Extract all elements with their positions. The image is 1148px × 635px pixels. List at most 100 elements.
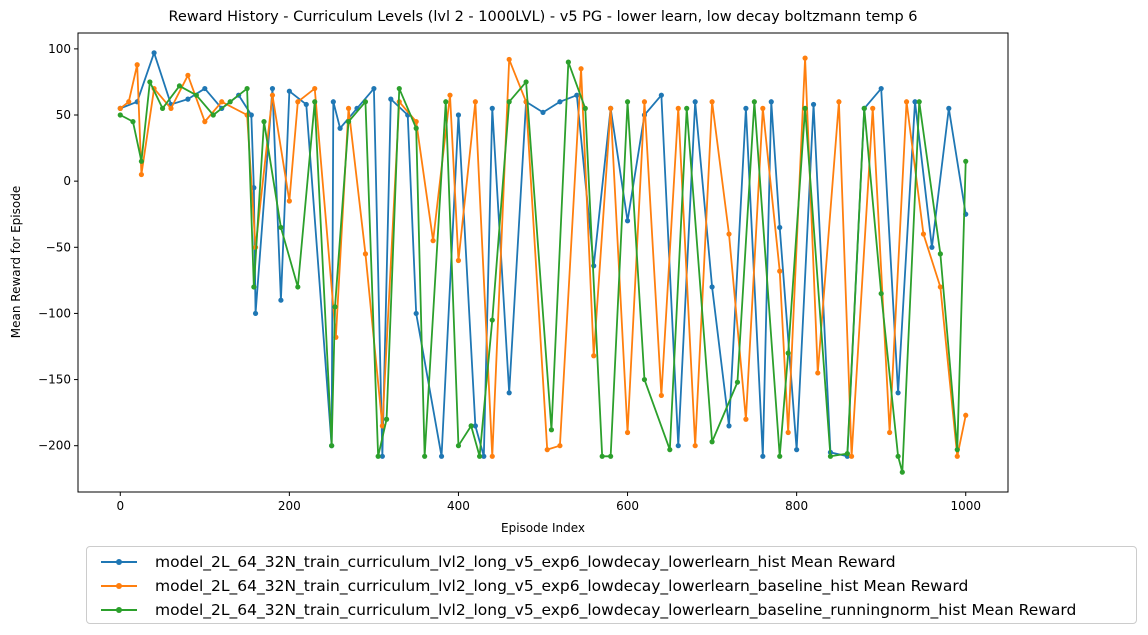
- legend-item: model_2L_64_32N_train_curriculum_lvl2_lo…: [87, 598, 1136, 622]
- data-point: [413, 125, 419, 131]
- data-point: [785, 350, 791, 356]
- plot-frame: [77, 32, 1009, 493]
- data-point: [396, 85, 402, 92]
- data-point: [912, 99, 918, 105]
- data-point: [810, 101, 817, 108]
- data-point: [726, 231, 732, 237]
- data-point: [802, 105, 808, 111]
- data-point: [844, 451, 850, 457]
- y-tick-label: −100: [38, 306, 71, 320]
- data-point: [489, 317, 495, 323]
- data-point: [371, 85, 377, 92]
- data-point: [760, 105, 766, 111]
- data-point: [624, 99, 631, 105]
- data-point: [330, 99, 336, 105]
- x-tick-label: 0: [116, 499, 124, 513]
- data-point: [185, 96, 191, 102]
- data-point: [261, 119, 267, 125]
- data-point: [929, 244, 935, 250]
- data-point: [278, 297, 284, 303]
- data-point: [734, 379, 741, 385]
- data-point: [130, 119, 136, 125]
- data-point: [582, 105, 588, 111]
- data-point: [777, 453, 783, 459]
- data-point: [227, 99, 233, 105]
- data-point: [159, 105, 166, 111]
- data-point: [219, 99, 225, 105]
- data-point: [147, 79, 153, 85]
- y-axis-label: Mean Reward for Episode: [9, 186, 23, 338]
- data-point: [624, 218, 631, 224]
- series-3: [117, 59, 969, 475]
- series-1: [117, 50, 969, 459]
- data-point: [252, 310, 259, 317]
- data-point: [709, 439, 715, 445]
- data-point: [608, 105, 614, 111]
- data-point: [455, 257, 462, 264]
- x-axis-label: Episode Index: [501, 521, 585, 535]
- data-point: [946, 105, 952, 111]
- data-point: [899, 469, 905, 475]
- y-tick-label: −50: [46, 240, 71, 254]
- data-point: [895, 390, 901, 396]
- data-point: [362, 99, 369, 105]
- data-point: [202, 85, 208, 92]
- data-point: [438, 453, 445, 459]
- y-tick-label: 0: [63, 174, 71, 188]
- data-point: [375, 453, 381, 459]
- data-point: [692, 99, 698, 105]
- data-point: [903, 99, 910, 105]
- data-point: [329, 443, 335, 449]
- data-point: [332, 304, 338, 310]
- data-point: [151, 50, 157, 56]
- data-point: [848, 453, 855, 459]
- data-point: [295, 284, 301, 290]
- data-point: [506, 390, 512, 396]
- y-tick-label: 50: [56, 108, 71, 122]
- data-point: [168, 105, 174, 111]
- data-point: [269, 85, 276, 92]
- x-tick-label: 400: [447, 499, 470, 513]
- data-point: [362, 251, 369, 257]
- data-point: [751, 99, 757, 105]
- series-layer: [117, 50, 969, 475]
- data-point: [544, 447, 550, 453]
- data-point: [743, 105, 749, 111]
- data-point: [836, 99, 842, 105]
- x-axis-ticks: 0 200 400 600 800 1000: [116, 492, 981, 513]
- data-point: [312, 99, 318, 105]
- data-point: [138, 158, 145, 164]
- data-point: [768, 99, 774, 105]
- data-point: [193, 92, 199, 98]
- series-line: [119, 61, 967, 474]
- data-point: [878, 85, 884, 92]
- data-point: [963, 158, 969, 164]
- data-point: [379, 453, 385, 459]
- data-point: [675, 105, 681, 111]
- data-point: [815, 370, 821, 376]
- data-point: [937, 284, 943, 290]
- data-point: [345, 105, 352, 111]
- data-point: [599, 453, 605, 459]
- data-point: [472, 423, 478, 429]
- data-point: [447, 92, 453, 98]
- data-point: [794, 447, 800, 453]
- data-point: [777, 224, 783, 231]
- data-point: [443, 99, 449, 105]
- data-point: [684, 105, 690, 111]
- data-point: [117, 105, 123, 111]
- x-tick-label: 800: [785, 499, 808, 513]
- data-point: [557, 443, 563, 449]
- data-point: [413, 310, 419, 317]
- y-tick-label: −200: [38, 439, 71, 453]
- data-point: [286, 88, 292, 94]
- data-point: [422, 453, 428, 459]
- data-point: [709, 284, 715, 290]
- x-tick-label: 200: [278, 499, 301, 513]
- legend-marker: [116, 607, 122, 613]
- data-point: [692, 443, 698, 449]
- data-point: [489, 453, 495, 459]
- data-point: [278, 224, 284, 231]
- data-point: [578, 66, 584, 72]
- data-point: [523, 79, 529, 85]
